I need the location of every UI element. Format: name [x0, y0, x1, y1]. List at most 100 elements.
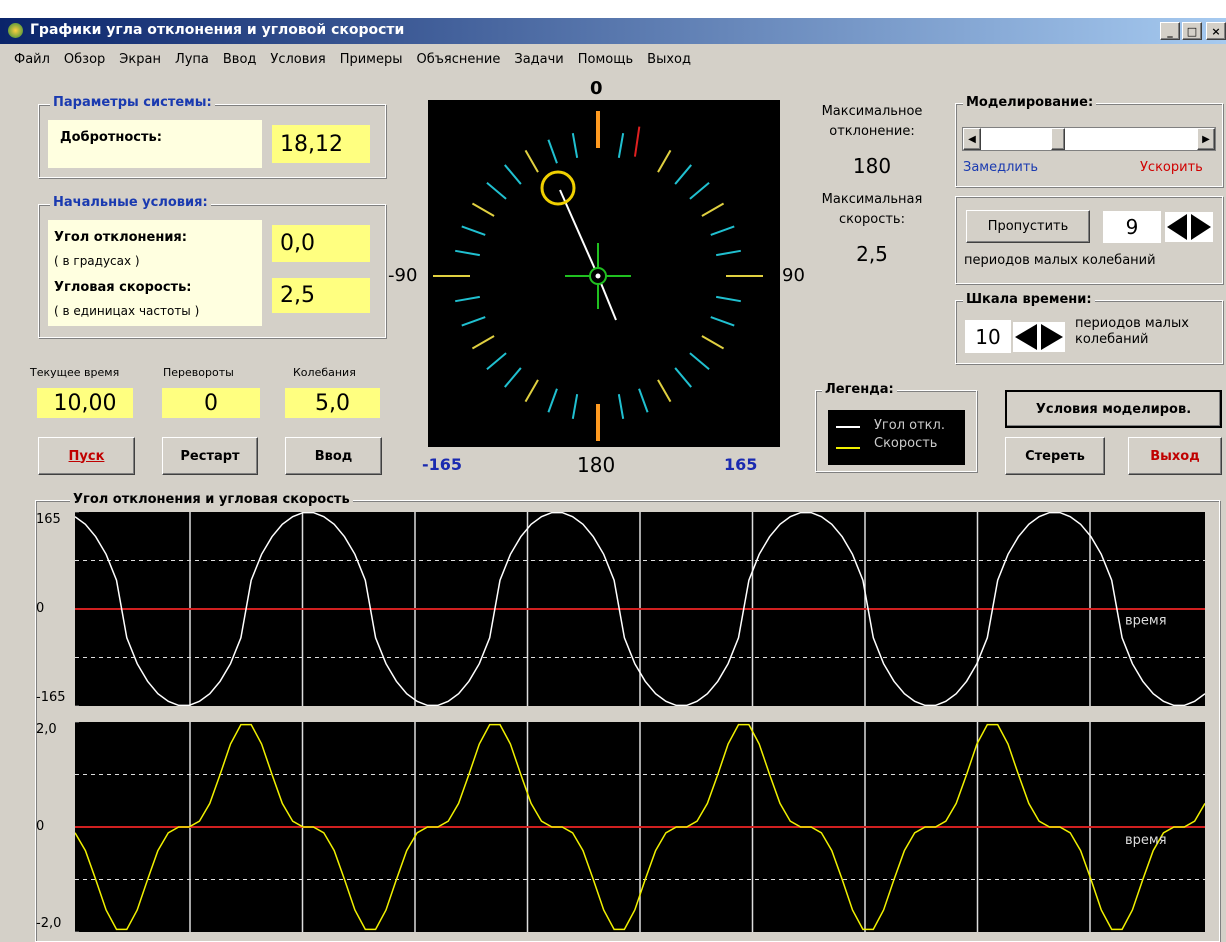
dial-tick [701, 335, 725, 350]
dial-tick [571, 133, 579, 158]
dial-tick [486, 182, 507, 200]
max-value: 2,5 [856, 242, 888, 266]
plot: время [75, 722, 1205, 932]
dial-tick [471, 335, 495, 350]
skip-caption: периодов малых колебаний [964, 253, 1156, 268]
close-button[interactable]: × [1206, 22, 1226, 40]
legend-item: Скорость [874, 436, 938, 451]
dial-marker [633, 126, 641, 157]
dial-tick [524, 149, 539, 173]
speed-slider[interactable]: ◀ ▶ [962, 127, 1216, 151]
exit-button[interactable]: Выход [1128, 437, 1222, 475]
label-panel [48, 120, 262, 168]
menu-item[interactable]: Файл [14, 52, 50, 67]
skip-value[interactable]: 9 [1103, 211, 1161, 243]
label-panel [48, 220, 262, 326]
counter-value: 5,0 [285, 388, 380, 418]
y-tick-label: -2,0 [36, 916, 62, 931]
dial-tick [461, 316, 486, 327]
menu-item[interactable]: Объяснение [416, 52, 501, 67]
dial-tick [504, 367, 522, 388]
dial-tick [547, 388, 558, 413]
spin-arrows[interactable] [1165, 212, 1213, 242]
dial-tick [455, 249, 480, 257]
slider-thumb[interactable] [1051, 128, 1065, 150]
value-field[interactable]: 2,5 [272, 278, 370, 313]
data-line [75, 723, 1205, 931]
timescale-caption: периодов малых колебаний [1075, 316, 1189, 347]
hint: ( в единицах частоты ) [54, 304, 200, 318]
legend-item: Угол откл. [874, 418, 945, 433]
title-bar: Графики угла отклонения и угловой скорос… [0, 18, 1226, 44]
menu-item[interactable]: Обзор [63, 52, 106, 67]
dial-tick [504, 164, 522, 185]
dial-tick [547, 139, 558, 164]
y-tick-label: 165 [36, 512, 61, 527]
max-label: Максимальное отклонение: [821, 104, 923, 139]
timescale-value[interactable]: 10 [965, 320, 1011, 353]
restart-button[interactable]: Рестарт [162, 437, 258, 475]
y-tick-label: -165 [36, 690, 66, 705]
conditions-button[interactable]: Условия моделиров. [1005, 390, 1222, 428]
minimize-button[interactable]: _ [1160, 22, 1180, 40]
dial-label: -90 [388, 265, 418, 286]
dial-tick [455, 295, 480, 303]
clear-button[interactable]: Стереть [1005, 437, 1105, 475]
group-title: Угол отклонения и угловая скорость [70, 492, 353, 507]
counter-label: Колебания [293, 366, 356, 379]
y-tick-label: 0 [36, 819, 45, 834]
dial-tick [716, 249, 741, 257]
app-icon [8, 23, 23, 38]
backdrop [0, 0, 1226, 18]
slower-label: Замедлить [963, 160, 1039, 175]
dial-tick [674, 367, 692, 388]
dial-tick [674, 164, 692, 185]
dial-tick [571, 394, 579, 419]
pendulum-rod [559, 189, 599, 277]
spin-arrows[interactable] [1013, 322, 1065, 352]
pendulum-dial [428, 100, 780, 447]
menu-item[interactable]: Выход [647, 52, 691, 67]
dial-label: 0 [590, 78, 603, 99]
counter-label: Текущее время [30, 366, 120, 379]
dial-tick [716, 295, 741, 303]
dial-tick [461, 225, 486, 236]
max-value: 180 [852, 154, 892, 178]
menu-item[interactable]: Условия [270, 52, 326, 67]
menu-item[interactable]: Экран [119, 52, 161, 67]
menu-item[interactable]: Задачи [514, 52, 564, 67]
value-field[interactable]: 18,12 [272, 125, 370, 163]
maximize-button[interactable]: □ [1182, 22, 1202, 40]
data-line [75, 512, 1205, 706]
group-title: Шкала времени: [963, 292, 1095, 307]
start-button[interactable]: Пуск [38, 437, 135, 475]
menu-item[interactable]: Ввод [222, 52, 257, 67]
menu-item[interactable]: Примеры [339, 52, 403, 67]
window-title: Графики угла отклонения и угловой скорос… [30, 22, 405, 38]
dial-tick [486, 352, 507, 370]
dial-label: 90 [782, 265, 805, 286]
skip-button[interactable]: Пропустить [966, 210, 1090, 243]
dial-tick [657, 379, 672, 403]
dial-label: 165 [724, 455, 758, 474]
y-tick-label: 2,0 [36, 722, 57, 737]
value-field[interactable]: 0,0 [272, 225, 370, 262]
counter-label: Перевороты [163, 366, 234, 379]
dial-tick [638, 388, 649, 413]
menu-item[interactable]: Лупа [174, 52, 209, 67]
legend-swatch [836, 426, 860, 428]
max-label: Максимальная скорость: [821, 192, 923, 227]
legend-panel: Угол откл. Скорость [828, 410, 965, 465]
menu-item[interactable]: Помощь [577, 52, 634, 67]
center-pivot [595, 273, 601, 279]
slider-right[interactable]: ▶ [1197, 128, 1215, 150]
input-button[interactable]: Ввод [285, 437, 382, 475]
dial-tick [471, 202, 495, 217]
slider-left[interactable]: ◀ [963, 128, 981, 150]
group-box [38, 204, 386, 338]
dial-tick [657, 149, 672, 173]
y-tick-label: 0 [36, 601, 45, 616]
dial-label: -165 [422, 455, 463, 474]
group-title: Начальные условия: [50, 195, 211, 210]
